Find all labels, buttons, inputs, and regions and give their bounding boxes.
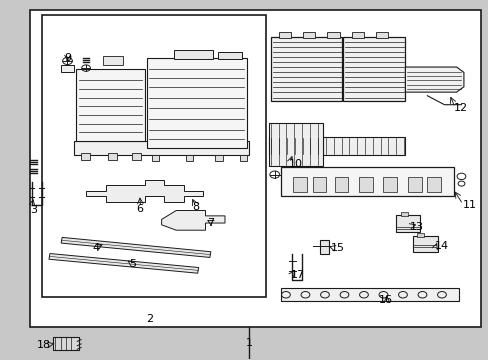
- Text: 16: 16: [378, 295, 392, 305]
- Text: 8: 8: [192, 202, 199, 212]
- Text: 15: 15: [330, 243, 345, 253]
- Text: 11: 11: [462, 200, 476, 210]
- Bar: [239, 154, 246, 161]
- Bar: [320, 240, 328, 254]
- Bar: [303, 32, 315, 38]
- Polygon shape: [74, 140, 249, 155]
- Bar: [400, 212, 407, 216]
- Polygon shape: [268, 137, 405, 155]
- Bar: [61, 65, 74, 72]
- Text: 9: 9: [64, 53, 71, 63]
- Polygon shape: [271, 37, 341, 101]
- Bar: [383, 177, 396, 192]
- Bar: [416, 233, 423, 237]
- Text: 10: 10: [288, 159, 302, 169]
- Bar: [312, 177, 326, 192]
- Bar: [407, 177, 421, 192]
- Bar: [427, 177, 440, 192]
- Text: 5: 5: [128, 259, 136, 269]
- Bar: [375, 32, 387, 38]
- Polygon shape: [405, 67, 463, 92]
- Text: 1: 1: [245, 338, 252, 348]
- Bar: [108, 153, 117, 160]
- Bar: [81, 153, 90, 160]
- Polygon shape: [161, 211, 224, 230]
- Text: 4: 4: [92, 243, 99, 253]
- Bar: [103, 56, 122, 65]
- Text: 17: 17: [290, 270, 305, 280]
- Bar: [334, 177, 347, 192]
- Text: 13: 13: [409, 222, 424, 231]
- Bar: [412, 235, 437, 252]
- Bar: [293, 177, 306, 192]
- Bar: [152, 154, 159, 161]
- Polygon shape: [281, 167, 453, 196]
- Bar: [185, 154, 193, 161]
- Polygon shape: [76, 69, 144, 140]
- Bar: [215, 154, 222, 161]
- Bar: [278, 32, 290, 38]
- Text: 3: 3: [30, 206, 37, 216]
- Bar: [30, 10, 480, 327]
- Text: 7: 7: [206, 218, 213, 228]
- Bar: [395, 215, 419, 232]
- Text: 18: 18: [37, 340, 51, 350]
- Bar: [217, 51, 242, 59]
- Polygon shape: [268, 123, 322, 166]
- Polygon shape: [49, 253, 198, 273]
- Bar: [132, 153, 141, 160]
- Polygon shape: [86, 180, 203, 202]
- Bar: [53, 337, 79, 350]
- Bar: [327, 32, 339, 38]
- Bar: [173, 50, 212, 59]
- Text: 12: 12: [453, 103, 468, 113]
- Polygon shape: [147, 58, 246, 148]
- Bar: [351, 32, 363, 38]
- Text: 6: 6: [136, 204, 143, 214]
- Polygon shape: [61, 237, 210, 257]
- Polygon shape: [281, 288, 458, 301]
- Polygon shape: [343, 37, 405, 101]
- Bar: [42, 15, 266, 297]
- Text: 2: 2: [145, 314, 153, 324]
- Text: 14: 14: [434, 241, 448, 251]
- Bar: [358, 177, 372, 192]
